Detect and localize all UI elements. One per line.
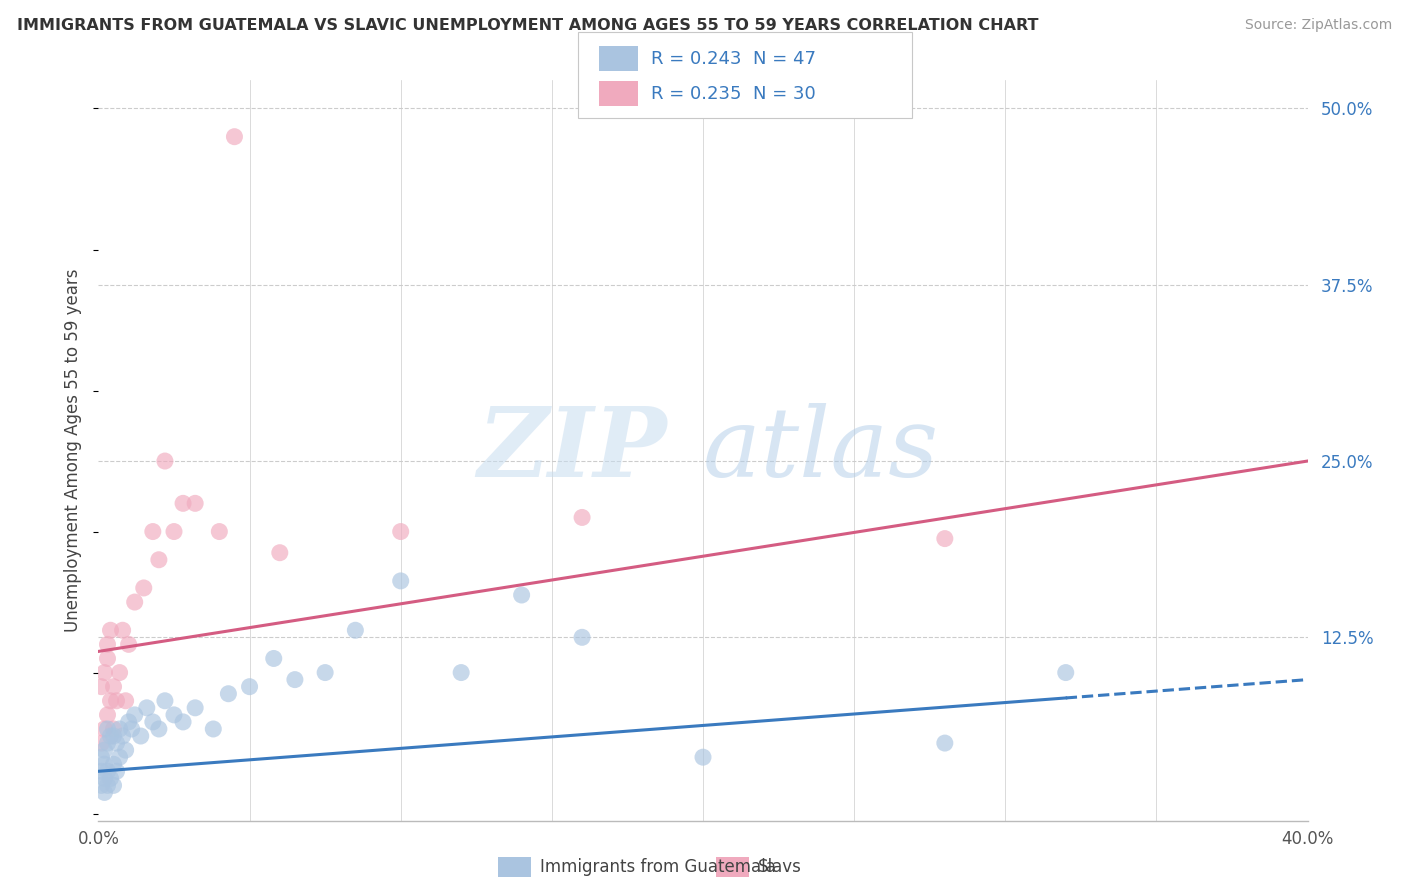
Point	[389, 574, 412, 588]
Point	[96, 736, 118, 750]
Point	[269, 546, 291, 560]
Point	[344, 624, 367, 638]
Point	[1054, 665, 1077, 680]
Point	[96, 651, 118, 665]
Text: atlas: atlas	[703, 403, 939, 498]
Text: Slavs: Slavs	[758, 858, 801, 876]
Point	[239, 680, 262, 694]
Text: R = 0.235  N = 30: R = 0.235 N = 30	[651, 85, 815, 103]
Point	[172, 496, 194, 510]
Point	[124, 595, 146, 609]
Point	[111, 729, 134, 743]
Point	[93, 722, 115, 736]
Point	[692, 750, 714, 764]
Point	[148, 722, 170, 736]
Point	[184, 701, 207, 715]
Point	[96, 778, 118, 792]
Point	[571, 510, 593, 524]
Point	[90, 736, 112, 750]
Point	[111, 624, 134, 638]
Point	[103, 729, 125, 743]
Point	[172, 714, 194, 729]
Point	[284, 673, 307, 687]
Text: IMMIGRANTS FROM GUATEMALA VS SLAVIC UNEMPLOYMENT AMONG AGES 55 TO 59 YEARS CORRE: IMMIGRANTS FROM GUATEMALA VS SLAVIC UNEM…	[17, 18, 1039, 33]
Point	[142, 714, 165, 729]
Point	[103, 722, 125, 736]
Point	[93, 665, 115, 680]
Text: ZIP: ZIP	[477, 403, 666, 498]
Point	[96, 707, 118, 722]
Point	[90, 750, 112, 764]
Text: Immigrants from Guatemala: Immigrants from Guatemala	[540, 858, 776, 876]
Point	[217, 687, 239, 701]
Point	[108, 750, 131, 764]
Point	[510, 588, 533, 602]
Point	[263, 651, 285, 665]
Point	[571, 630, 593, 644]
Point	[314, 665, 336, 680]
Point	[124, 707, 146, 722]
Point	[105, 736, 128, 750]
Point	[202, 722, 225, 736]
Point	[100, 729, 122, 743]
Point	[450, 665, 472, 680]
Point	[121, 722, 143, 736]
Point	[103, 757, 125, 772]
Point	[224, 129, 246, 144]
Point	[153, 694, 176, 708]
Point	[129, 729, 152, 743]
Point	[934, 736, 956, 750]
Point	[96, 637, 118, 651]
Point	[105, 764, 128, 779]
Point	[93, 757, 115, 772]
Point	[142, 524, 165, 539]
Point	[96, 722, 118, 736]
Text: Source: ZipAtlas.com: Source: ZipAtlas.com	[1244, 18, 1392, 32]
Point	[934, 532, 956, 546]
Point	[100, 624, 122, 638]
Point	[103, 778, 125, 792]
Point	[132, 581, 155, 595]
Point	[118, 714, 141, 729]
Point	[135, 701, 157, 715]
Point	[100, 694, 122, 708]
Point	[93, 785, 115, 799]
Point	[90, 680, 112, 694]
Point	[184, 496, 207, 510]
Point	[108, 665, 131, 680]
Point	[105, 694, 128, 708]
Point	[93, 772, 115, 786]
Point	[100, 772, 122, 786]
Point	[93, 743, 115, 757]
Point	[208, 524, 231, 539]
Point	[108, 722, 131, 736]
Point	[90, 778, 112, 792]
Point	[163, 524, 186, 539]
Point	[153, 454, 176, 468]
Point	[114, 743, 136, 757]
Point	[389, 524, 412, 539]
Point	[163, 707, 186, 722]
Point	[96, 764, 118, 779]
Point	[90, 764, 112, 779]
Point	[148, 553, 170, 567]
Point	[118, 637, 141, 651]
Point	[114, 694, 136, 708]
Text: R = 0.243  N = 47: R = 0.243 N = 47	[651, 50, 815, 68]
Point	[103, 680, 125, 694]
Y-axis label: Unemployment Among Ages 55 to 59 years: Unemployment Among Ages 55 to 59 years	[65, 268, 83, 632]
